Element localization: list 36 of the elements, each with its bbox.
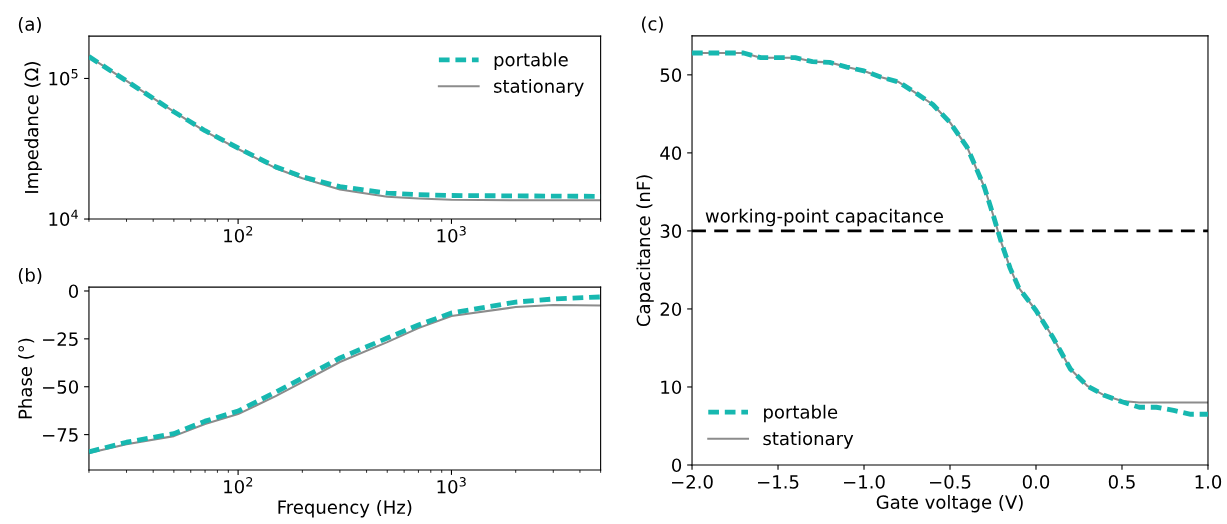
- ref-line-label: working-point capacitance: [705, 208, 943, 227]
- x-tick-label: 10$^{2}$: [224, 226, 253, 243]
- y-tick-label: 0: [68, 284, 79, 299]
- x-tick-label: 10$^{3}$: [437, 477, 466, 494]
- x-tick-label: 1.0: [1195, 475, 1222, 489]
- y-tick-label: 40: [660, 146, 682, 160]
- y-axis-title: Impedance (Ω): [24, 62, 42, 193]
- legend-label: stationary: [494, 78, 584, 97]
- x-tick-label: −1.5: [758, 475, 799, 489]
- x-axis-title: Gate voltage (V): [876, 494, 1023, 513]
- y-tick-label: 30: [660, 224, 682, 239]
- x-tick-label: −2.0: [672, 475, 713, 489]
- x-axis-title: Frequency (Hz): [278, 500, 412, 518]
- y-tick-label: −75: [43, 428, 78, 442]
- y-tick-label: −50: [43, 380, 79, 394]
- y-tick-label: 10: [661, 380, 682, 395]
- x-tick-label: 10$^{2}$: [224, 477, 253, 494]
- y-axis-title: Phase (°): [18, 338, 35, 419]
- chart-title: (a): [18, 16, 41, 33]
- x-tick-label: −1.0: [844, 475, 885, 489]
- y-tick-label: 0: [672, 458, 682, 473]
- y-axis-title: Capacitance (nF): [636, 175, 654, 327]
- x-tick-label: 10$^{3}$: [437, 226, 466, 243]
- y-tick-label: −25: [43, 332, 78, 346]
- y-tick-label: 20: [660, 302, 682, 317]
- legend-label: portable: [764, 404, 838, 423]
- y-tick-label: 50: [660, 68, 682, 82]
- x-tick-label: −0.5: [930, 475, 971, 489]
- y-tick-label: 10$^{5}$: [49, 69, 78, 86]
- legend-label: stationary: [763, 431, 854, 449]
- chart-title: (b): [18, 267, 42, 284]
- y-tick-label: 10$^{4}$: [49, 209, 78, 227]
- x-tick-label: 0.5: [1108, 475, 1135, 489]
- x-tick-label: 0.0: [1022, 475, 1050, 489]
- chart-title: (c): [641, 16, 663, 33]
- legend-label: portable: [494, 52, 568, 70]
